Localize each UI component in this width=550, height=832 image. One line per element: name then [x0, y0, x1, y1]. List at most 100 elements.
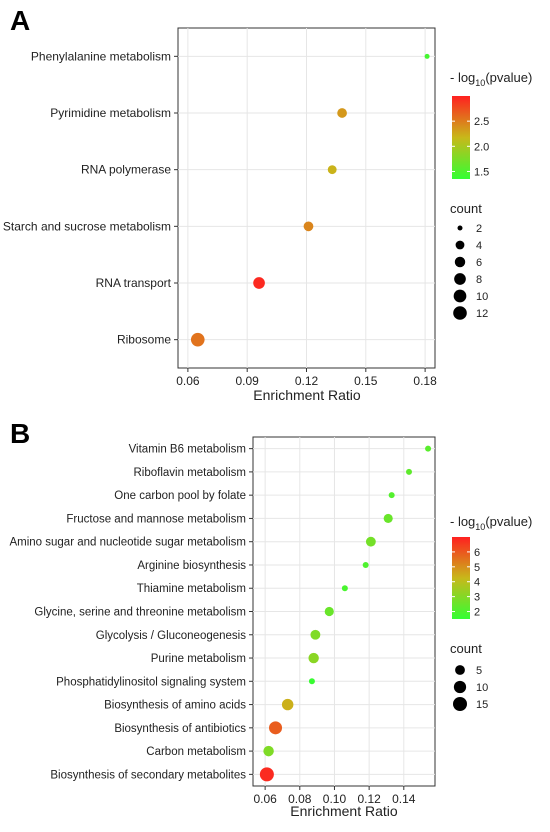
color-bar-a: [452, 96, 470, 179]
size-legend-label: 10: [476, 291, 488, 303]
size-legend-items-b: 5 10 15: [453, 665, 488, 711]
color-legend-title-a: - log10(pvalue): [450, 70, 532, 88]
color-legend-title-b: - log10(pvalue): [450, 514, 532, 532]
x-tick-label: 0.14: [392, 792, 416, 806]
data-point: [303, 221, 314, 232]
x-tick-label: 0.06: [176, 374, 200, 388]
size-legend-b: count 5 10 15: [450, 641, 488, 711]
y-tick-label: Biosynthesis of antibiotics: [114, 723, 246, 735]
x-ticks-a: 0.06 0.09 0.12 0.15 0.18: [176, 368, 437, 388]
data-point: [324, 606, 334, 617]
size-legend-label: 4: [476, 240, 482, 252]
color-legend-a: - log10(pvalue) 1.5 2.0 2.5: [450, 70, 532, 179]
color-tick-label: 2.5: [474, 116, 489, 128]
size-legend-dot: [453, 697, 467, 711]
color-bar-b: [452, 537, 470, 619]
y-tick-label: Starch and sucrose metabolism: [3, 219, 171, 233]
y-tick-label: Fructose and mannose metabolism: [66, 513, 246, 525]
color-tick-label: 3: [474, 592, 480, 604]
data-point: [383, 513, 393, 524]
panel-a: A Phenylalanine metabolism Pyrimidine met…: [3, 5, 532, 403]
y-tick-label: Ribosome: [117, 333, 171, 347]
y-tick-label: RNA polymerase: [81, 163, 171, 177]
data-point: [281, 698, 294, 711]
data-point: [362, 561, 369, 568]
size-legend-dot: [457, 225, 463, 231]
y-tick-label: Riboflavin metabolism: [134, 467, 247, 479]
x-tick-label: 0.15: [354, 374, 378, 388]
y-tick-label: Purine metabolism: [151, 653, 246, 665]
color-tick-label: 2: [474, 607, 480, 619]
y-tick-label: Phenylalanine metabolism: [31, 49, 171, 63]
y-tick-labels-b: Vitamin B6 metabolism Riboflavin metaboli…: [9, 444, 253, 781]
size-legend-label: 5: [476, 665, 482, 677]
size-legend-label: 15: [476, 699, 488, 711]
data-point: [341, 585, 348, 592]
color-legend-b: - log10(pvalue) 2 3 4 5 6: [450, 514, 532, 619]
size-legend-label: 10: [476, 682, 488, 694]
size-legend-label: 12: [476, 308, 488, 320]
size-legend-dot: [453, 680, 467, 694]
y-tick-labels-a: Phenylalanine metabolism Pyrimidine metab…: [3, 49, 178, 347]
data-point: [425, 445, 432, 452]
color-legend-title-suffix-a: (pvalue): [485, 70, 532, 85]
x-tick-label: 0.18: [413, 374, 437, 388]
size-legend-label: 8: [476, 274, 482, 286]
x-tick-label: 0.12: [357, 792, 381, 806]
panel-label-b: B: [10, 418, 30, 449]
size-legend-dot: [455, 240, 465, 250]
size-legend-items-a: 2 4 6 8 10 12: [453, 223, 488, 320]
color-legend-title-suffix-b: (pvalue): [485, 514, 532, 529]
data-point: [308, 678, 315, 685]
y-tick-label: Amino sugar and nucleotide sugar metabol…: [9, 537, 246, 549]
data-point: [308, 652, 319, 664]
data-point: [388, 492, 395, 499]
color-tick-label: 1.5: [474, 166, 489, 178]
data-point: [327, 165, 337, 175]
x-axis-label-b: Enrichment Ratio: [290, 803, 398, 819]
data-point: [269, 721, 283, 735]
y-tick-label: Phosphatidylinositol signaling system: [56, 676, 246, 688]
size-legend-dot: [454, 256, 466, 268]
y-tick-label: Vitamin B6 metabolism: [129, 444, 246, 456]
size-legend-dot: [455, 665, 465, 675]
data-point: [190, 332, 205, 347]
points-a: [190, 53, 430, 347]
size-legend-dot: [453, 289, 467, 303]
size-legend-label: 6: [476, 257, 482, 269]
y-tick-label: Biosynthesis of secondary metabolites: [50, 769, 246, 781]
color-tick-label: 4: [474, 577, 480, 589]
y-tick-label: Thiamine metabolism: [137, 583, 246, 595]
color-legend-ticks-a: 1.5 2.0 2.5: [452, 116, 489, 178]
data-point: [406, 468, 412, 475]
size-legend-dot: [454, 273, 466, 285]
panel-b: B Vitamin B6 metabolism Riboflavin metabo…: [9, 418, 532, 819]
y-tick-label: RNA transport: [96, 276, 172, 290]
y-tick-label: One carbon pool by folate: [114, 490, 246, 502]
size-legend-dot: [453, 306, 467, 320]
data-point: [337, 108, 347, 118]
points-b: [259, 445, 432, 782]
color-legend-title-sub-a: 10: [475, 78, 485, 88]
x-tick-label: 0.08: [288, 792, 312, 806]
panel-label-a: A: [10, 5, 30, 36]
color-tick-label: 6: [474, 547, 480, 559]
data-point: [253, 277, 265, 289]
x-axis-label-a: Enrichment Ratio: [253, 387, 361, 403]
y-tick-label: Carbon metabolism: [146, 746, 246, 758]
x-tick-label: 0.10: [323, 792, 347, 806]
color-legend-title-prefix-a: - log: [450, 70, 475, 85]
data-point: [259, 767, 274, 782]
data-point: [424, 53, 430, 59]
data-point: [365, 536, 376, 547]
x-tick-label: 0.06: [253, 792, 277, 806]
y-tick-label: Arginine biosynthesis: [137, 560, 246, 572]
grid-a: [178, 28, 435, 368]
y-tick-label: Pyrimidine metabolism: [50, 106, 171, 120]
x-ticks-b: 0.06 0.08 0.10 0.12 0.14: [253, 786, 416, 806]
x-tick-label: 0.12: [295, 374, 319, 388]
color-tick-label: 5: [474, 562, 480, 574]
grid-b: [253, 437, 435, 786]
